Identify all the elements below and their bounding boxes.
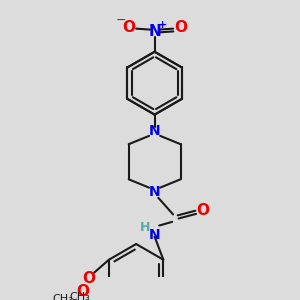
Text: N: N [149, 228, 161, 242]
Text: O: O [76, 284, 89, 299]
Text: CH₃: CH₃ [69, 292, 90, 300]
Text: O: O [196, 203, 209, 218]
Text: N: N [148, 24, 161, 39]
Text: N: N [149, 185, 161, 199]
Text: O: O [174, 20, 187, 35]
Text: CH₃: CH₃ [52, 293, 73, 300]
Text: N: N [149, 124, 161, 138]
Text: +: + [158, 20, 168, 30]
Text: O: O [82, 271, 95, 286]
Text: −: − [116, 14, 127, 27]
Text: O: O [122, 20, 135, 35]
Text: H: H [140, 221, 151, 234]
